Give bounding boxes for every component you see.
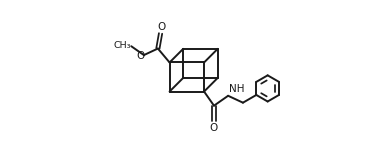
Text: O: O [157,22,166,32]
Text: NH: NH [229,84,244,94]
Text: O: O [210,123,218,133]
Text: O: O [136,51,145,61]
Text: CH₃: CH₃ [113,41,131,50]
